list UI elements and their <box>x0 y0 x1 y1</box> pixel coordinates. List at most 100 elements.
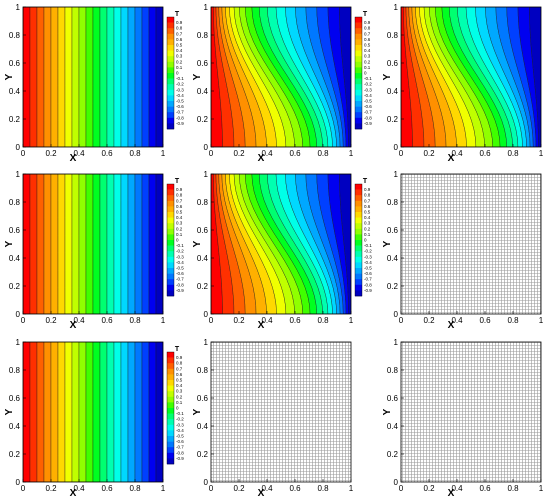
colorbar-level-label: 0.5 <box>176 378 183 383</box>
colorbar-swatch <box>355 279 362 286</box>
y-axis-label: Y <box>382 408 393 415</box>
colorbar-swatch <box>167 56 174 63</box>
x-tick-label: 1 <box>539 316 544 325</box>
y-tick-label: 0.8 <box>197 366 209 375</box>
colorbar-level-label: 0.2 <box>176 394 183 399</box>
colorbar-swatch <box>167 73 174 79</box>
contour-band <box>50 7 59 147</box>
colorbar-swatch <box>167 84 174 91</box>
colorbar-swatch <box>167 33 174 40</box>
colorbar-swatch <box>355 290 362 297</box>
colorbar-swatch <box>167 17 174 23</box>
colorbar-swatch <box>355 123 362 130</box>
x-tick-label: 0.2 <box>45 316 57 325</box>
contour-band <box>23 342 31 482</box>
colorbar-level-label: 0.4 <box>176 48 183 53</box>
contour-band <box>134 174 143 314</box>
colorbar-swatch <box>167 357 174 364</box>
x-tick-label: 1 <box>161 316 166 325</box>
colorbar-swatch <box>355 212 362 218</box>
y-tick-label: 0.4 <box>9 87 21 96</box>
colorbar-swatch <box>167 228 174 235</box>
colorbar-level-label: -0.2 <box>364 249 372 254</box>
colorbar-swatch <box>167 273 174 280</box>
colorbar-swatch <box>167 101 174 107</box>
colorbar-level-label: 0 <box>176 71 179 76</box>
contour-field <box>23 342 163 482</box>
x-tick-label: 0.8 <box>317 316 329 325</box>
contour-band <box>339 174 351 314</box>
colorbar-level-label: -0.8 <box>364 115 372 120</box>
x-tick-label: 0.8 <box>129 316 141 325</box>
colorbar-swatch <box>167 419 174 426</box>
y-tick-label: 0.2 <box>387 450 399 459</box>
colorbar-level-label: 0.1 <box>176 232 183 237</box>
x-tick-label: 0.6 <box>479 316 491 325</box>
y-axis-label: Y <box>382 240 393 247</box>
colorbar-level-label: -0.6 <box>364 104 372 109</box>
colorbar-swatch <box>355 89 362 96</box>
contour-band <box>43 7 52 147</box>
colorbar-level-label: 0.4 <box>364 48 371 53</box>
colorbar-swatch <box>167 95 174 102</box>
x-tick-label: 0 <box>209 316 214 325</box>
colorbar-level-label: 0.6 <box>176 37 183 42</box>
contour-band <box>339 7 351 147</box>
contour-band <box>134 342 143 482</box>
x-axis-label: X <box>70 153 77 164</box>
colorbar-swatch <box>355 117 362 124</box>
colorbar-swatch <box>167 430 174 437</box>
colorbar-level-label: 0.6 <box>364 204 371 209</box>
y-tick-label: 1 <box>16 3 21 12</box>
x-axis-label: X <box>258 320 265 331</box>
colorbar-level-label: 0.8 <box>176 361 183 366</box>
contour-band <box>71 174 80 314</box>
contour-band <box>134 7 143 147</box>
colorbar-swatch <box>355 251 362 258</box>
x-tick-label: 0.8 <box>317 484 329 493</box>
colorbar-level-label: -0.9 <box>176 121 184 126</box>
colorbar-swatch <box>167 368 174 375</box>
panel-1-2: 00 0.2 0.2 0.4 0.4 0.6 0.6 0.8 0.8 1 1 X Y <box>382 170 544 331</box>
y-tick-label: 0.2 <box>9 282 21 291</box>
colorbar-swatch <box>355 67 362 74</box>
colorbar-swatch <box>167 251 174 258</box>
y-tick-label: 0 <box>16 310 21 319</box>
plot-frame <box>210 6 352 148</box>
x-tick-label: 0.4 <box>261 149 273 158</box>
x-tick-label: 0.6 <box>101 149 113 158</box>
x-tick-label: 0 <box>399 149 404 158</box>
plot-frame <box>210 341 352 483</box>
y-tick-label: 0.8 <box>197 31 209 40</box>
contour-band <box>141 174 150 314</box>
colorbar-level-label: -0.9 <box>364 121 372 126</box>
y-tick-label: 1 <box>16 170 21 179</box>
y-tick-label: 1 <box>394 338 399 347</box>
colorbar-swatch <box>167 441 174 448</box>
colorbar-level-label: 0.1 <box>176 400 183 405</box>
x-tick-label: 0.6 <box>101 484 113 493</box>
contour-band <box>23 174 31 314</box>
plot-frame <box>400 341 542 483</box>
contour-band <box>23 7 31 147</box>
colorbar-level-label: -0.7 <box>176 110 184 115</box>
y-tick-label: 0 <box>204 478 209 487</box>
colorbar-level-label: -0.7 <box>364 277 372 282</box>
contour-band <box>92 342 101 482</box>
colorbar-frame <box>166 351 175 465</box>
colorbar-swatch <box>355 245 362 252</box>
colorbar-level-label: 0.1 <box>364 232 371 237</box>
colorbar-level-label: -0.4 <box>176 93 184 98</box>
plot-frame <box>22 341 164 483</box>
y-axis-label: Y <box>4 240 15 247</box>
y-tick-label: 0 <box>394 143 399 152</box>
contour-field <box>211 174 351 314</box>
plot-frame <box>22 173 164 315</box>
colorbar-level-label: -0.2 <box>176 417 184 422</box>
colorbar-level-label: 0.7 <box>176 198 183 203</box>
y-tick-label: 0.8 <box>387 198 399 207</box>
contour-band <box>155 174 163 314</box>
colorbar-swatch <box>167 380 174 386</box>
x-tick-label: 0.4 <box>73 149 85 158</box>
colorbar-swatch <box>167 408 174 414</box>
